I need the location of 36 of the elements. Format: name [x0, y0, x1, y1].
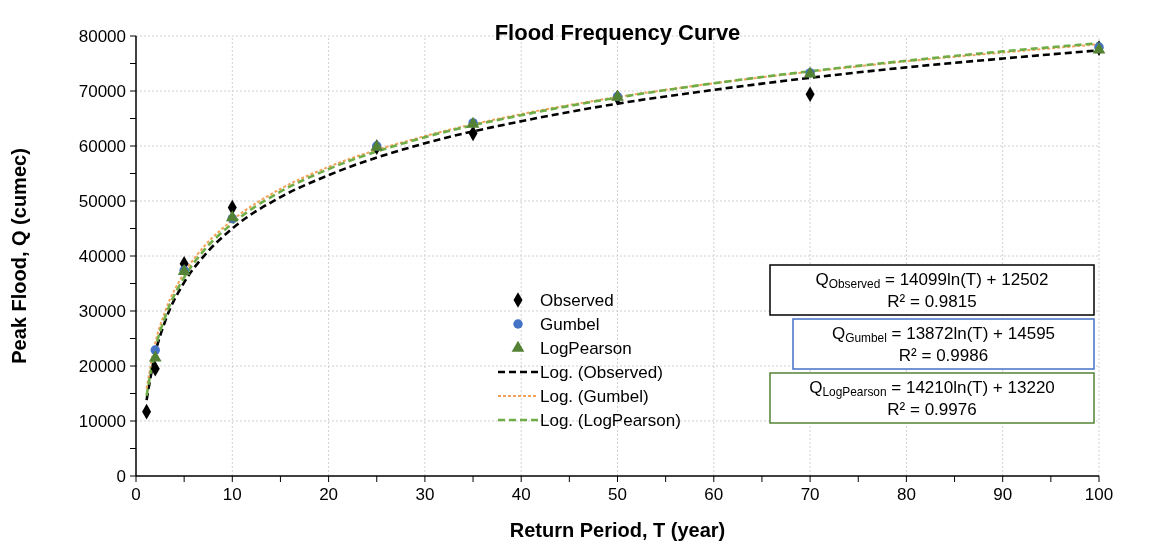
y-tick-label: 80000	[78, 26, 126, 46]
y-tick-label: 20000	[78, 356, 126, 376]
y-tick-label: 50000	[78, 191, 126, 211]
y-tick-label: 60000	[78, 136, 126, 156]
x-tick-label: 60	[704, 485, 724, 504]
annotation: Q$_{LogPearson}$ = 14210ln(T) + 13220	[809, 378, 1055, 399]
x-tick-label: 0	[131, 485, 141, 504]
x-tick-label: 20	[319, 485, 339, 504]
legend-label: Log. (Observed)	[540, 362, 663, 382]
annotation: R² = 0.9976	[887, 400, 977, 419]
x-tick-label: 90	[993, 485, 1013, 504]
point	[148, 350, 162, 362]
annotation: R² = 0.9986	[898, 346, 989, 365]
annotation: R² = 0.9815	[887, 292, 977, 311]
x-tick-label: 100	[1084, 485, 1114, 504]
y-tick-label: 10000	[78, 411, 126, 431]
annotation: Q$_{Gumbel}$ = 13872ln(T) + 14595	[831, 324, 1056, 345]
legend-label: Gumbel	[540, 314, 600, 334]
legend-label: Log. (Gumbel)	[540, 386, 649, 406]
annotation: Q$_{Observed}$ = 14099ln(T) + 12502	[815, 270, 1049, 291]
legend-label: Log. (LogPearson)	[540, 410, 681, 430]
x-axis-title: Return Period, T (year)	[509, 519, 726, 541]
legend-label: LogPearson	[540, 338, 632, 358]
y-tick-label: 30000	[78, 301, 126, 321]
y-tick-label: 70000	[78, 81, 126, 101]
chart-title: Flood Frequency Curve	[494, 20, 741, 45]
y-axis-title: Peak Flood, Q (cumec)	[8, 148, 30, 364]
legend-label: Observed	[540, 290, 614, 310]
x-tick-label: 30	[415, 485, 435, 504]
x-tick-label: 50	[608, 485, 627, 504]
y-tick-label: 40000	[78, 246, 126, 266]
x-tick-label: 80	[896, 485, 916, 504]
y-tick-label: 0	[116, 466, 126, 486]
x-tick-label: 70	[800, 485, 820, 504]
x-tick-label: 40	[511, 485, 531, 504]
x-tick-label: 10	[222, 485, 242, 504]
